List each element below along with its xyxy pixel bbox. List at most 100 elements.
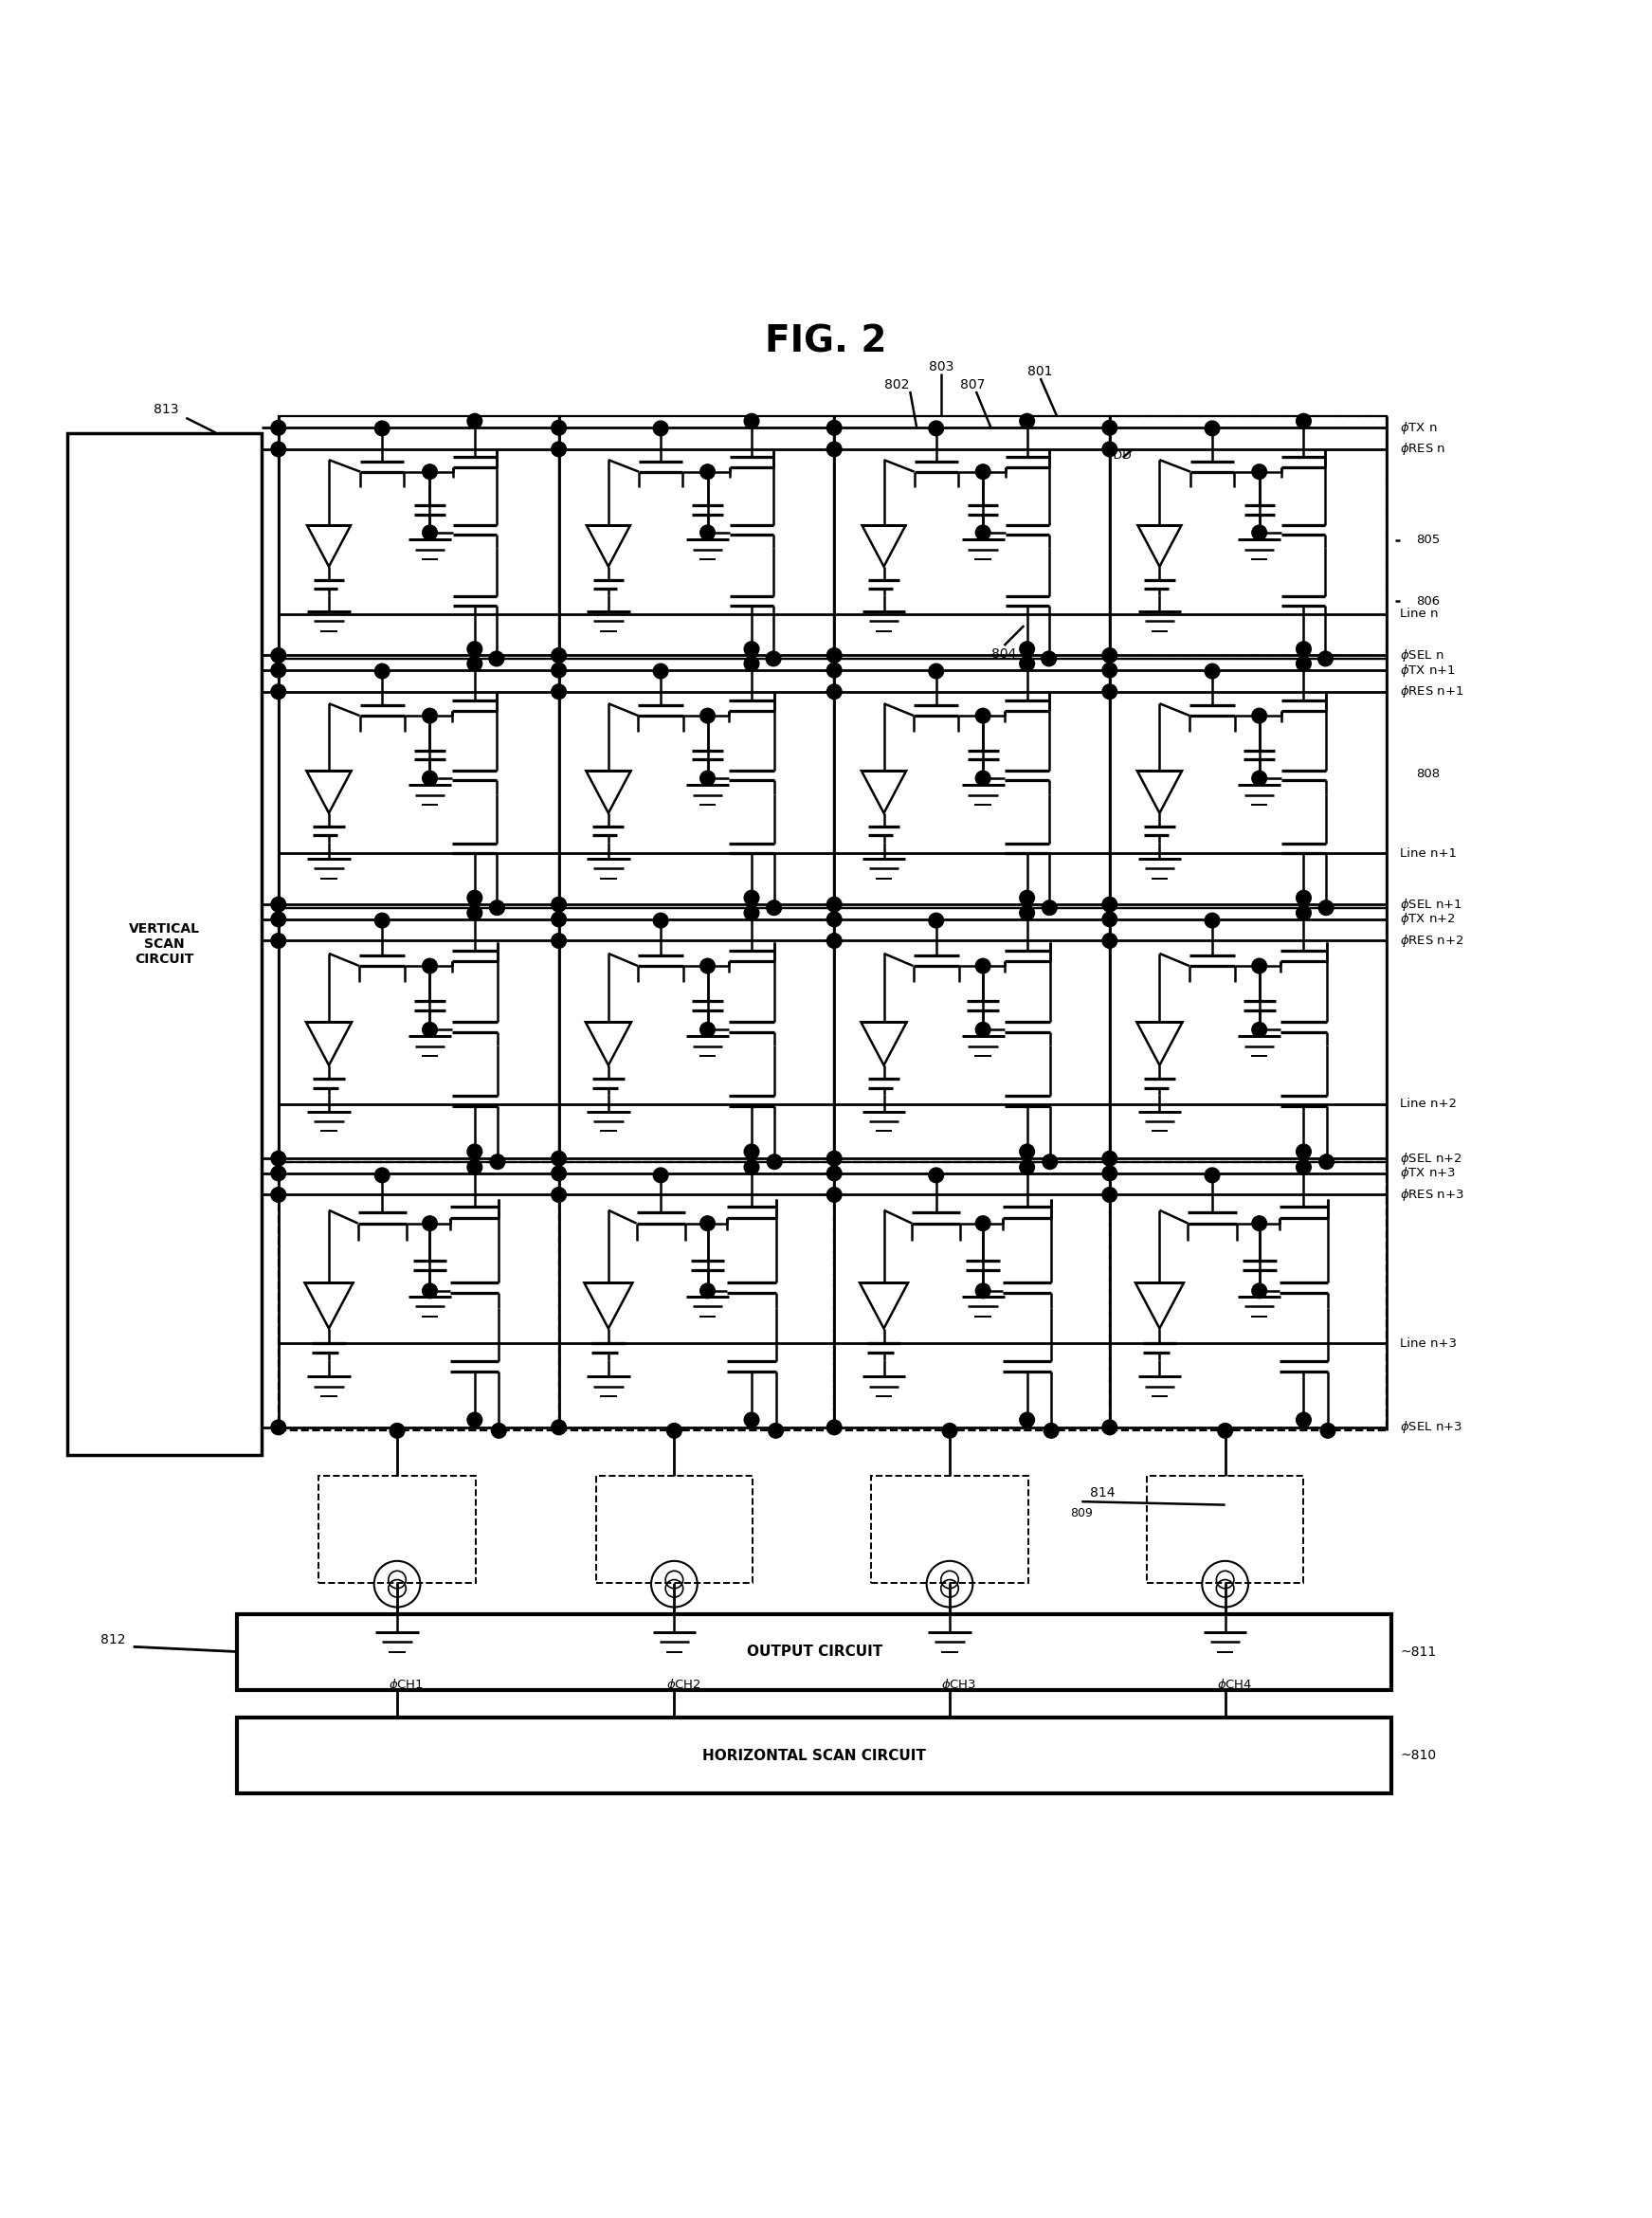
Circle shape: [271, 934, 286, 947]
Circle shape: [1102, 648, 1117, 663]
Circle shape: [1252, 772, 1267, 785]
Circle shape: [423, 1284, 438, 1298]
Circle shape: [767, 652, 781, 665]
Text: 809: 809: [1070, 1506, 1092, 1519]
Circle shape: [1252, 958, 1267, 974]
Circle shape: [552, 934, 567, 947]
Bar: [238, 1717, 1391, 1794]
Circle shape: [743, 889, 758, 905]
Circle shape: [1297, 657, 1312, 672]
Circle shape: [1102, 1420, 1117, 1435]
Text: $\phi$SEL n+1: $\phi$SEL n+1: [1399, 896, 1462, 912]
Circle shape: [1019, 889, 1034, 905]
Text: ~810: ~810: [1399, 1750, 1436, 1763]
Circle shape: [1044, 1424, 1059, 1437]
Bar: [834, 1162, 1110, 1431]
Bar: [558, 659, 834, 907]
Circle shape: [826, 896, 841, 912]
Bar: [1146, 1475, 1303, 1584]
Circle shape: [1204, 914, 1219, 927]
Circle shape: [271, 685, 286, 699]
Circle shape: [552, 441, 567, 457]
Text: OUTPUT CIRCUIT: OUTPUT CIRCUIT: [747, 1644, 882, 1659]
Circle shape: [552, 1167, 567, 1180]
Text: $\phi$SEL n+3: $\phi$SEL n+3: [1399, 1420, 1462, 1435]
Circle shape: [1042, 1153, 1057, 1169]
Circle shape: [1297, 889, 1312, 905]
Circle shape: [271, 663, 286, 679]
Circle shape: [743, 1413, 758, 1428]
Circle shape: [552, 896, 567, 912]
Circle shape: [976, 1022, 991, 1038]
Circle shape: [423, 708, 438, 723]
Circle shape: [1102, 896, 1117, 912]
Text: $\phi$CH3: $\phi$CH3: [942, 1677, 976, 1692]
Circle shape: [700, 708, 715, 723]
Circle shape: [423, 772, 438, 785]
Circle shape: [1102, 1187, 1117, 1202]
Bar: [834, 659, 1110, 907]
Circle shape: [1019, 1413, 1034, 1428]
Text: Line n+1: Line n+1: [1399, 847, 1457, 861]
Circle shape: [976, 958, 991, 974]
Circle shape: [375, 663, 390, 679]
Text: $\phi$TX n+1: $\phi$TX n+1: [1399, 663, 1455, 679]
Circle shape: [468, 1160, 482, 1176]
Circle shape: [928, 1169, 943, 1182]
Circle shape: [552, 1187, 567, 1202]
Text: $\phi$RES n+3: $\phi$RES n+3: [1399, 1187, 1464, 1202]
Circle shape: [928, 663, 943, 679]
Circle shape: [491, 1424, 506, 1437]
Bar: [319, 1475, 476, 1584]
Circle shape: [1019, 1160, 1034, 1176]
Circle shape: [1252, 1284, 1267, 1298]
Bar: [279, 1162, 558, 1431]
Circle shape: [271, 896, 286, 912]
Bar: [558, 1162, 834, 1431]
Circle shape: [1102, 912, 1117, 927]
Circle shape: [826, 685, 841, 699]
Text: HORIZONTAL SCAN CIRCUIT: HORIZONTAL SCAN CIRCUIT: [702, 1748, 927, 1763]
Circle shape: [423, 1022, 438, 1038]
Circle shape: [1102, 421, 1117, 435]
Circle shape: [423, 526, 438, 539]
Circle shape: [552, 685, 567, 699]
Circle shape: [489, 652, 504, 665]
Circle shape: [826, 934, 841, 947]
Text: FIG. 2: FIG. 2: [765, 324, 887, 359]
Circle shape: [1252, 1215, 1267, 1231]
Circle shape: [489, 901, 504, 916]
Text: 807: 807: [960, 379, 985, 393]
Text: 803: 803: [928, 359, 953, 373]
Circle shape: [1297, 1144, 1312, 1160]
Circle shape: [667, 1424, 682, 1437]
Circle shape: [468, 1144, 482, 1160]
Circle shape: [271, 1420, 286, 1435]
Circle shape: [423, 958, 438, 974]
Bar: [596, 1475, 753, 1584]
Text: $\phi$RES n+1: $\phi$RES n+1: [1399, 683, 1464, 699]
Text: VERTICAL
SCAN
CIRCUIT: VERTICAL SCAN CIRCUIT: [129, 923, 200, 967]
Circle shape: [942, 1424, 957, 1437]
Text: VDD: VDD: [1107, 450, 1133, 461]
Text: 814: 814: [1090, 1486, 1115, 1499]
Text: $\phi$CH1: $\phi$CH1: [388, 1677, 425, 1692]
Circle shape: [653, 663, 667, 679]
Text: $\phi$RES n+2: $\phi$RES n+2: [1399, 934, 1464, 949]
Circle shape: [1204, 663, 1219, 679]
Circle shape: [1218, 1424, 1232, 1437]
Circle shape: [743, 1160, 758, 1176]
Circle shape: [826, 441, 841, 457]
Text: Line n+2: Line n+2: [1399, 1098, 1457, 1111]
Circle shape: [271, 1187, 286, 1202]
Circle shape: [271, 648, 286, 663]
Bar: [1110, 907, 1386, 1162]
Circle shape: [767, 901, 781, 916]
Circle shape: [928, 914, 943, 927]
Bar: [279, 659, 558, 907]
Circle shape: [1102, 685, 1117, 699]
Text: Line n+3: Line n+3: [1399, 1337, 1457, 1349]
Circle shape: [468, 1413, 482, 1428]
Circle shape: [1318, 652, 1333, 665]
Circle shape: [271, 441, 286, 457]
